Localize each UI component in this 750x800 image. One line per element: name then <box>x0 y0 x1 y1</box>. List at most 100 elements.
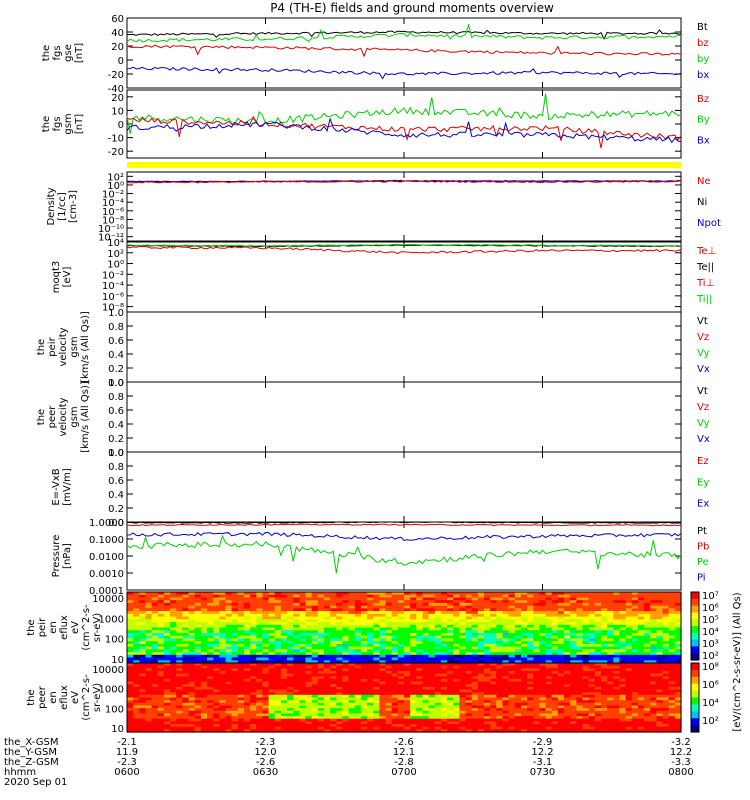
spectrogram-cell <box>668 616 676 620</box>
spectrogram-cell <box>274 622 282 626</box>
spectrogram-cell <box>533 665 541 669</box>
spectrogram-cell <box>200 663 208 667</box>
y-axis-label: [nPa] <box>62 543 73 569</box>
spectrogram-cell <box>133 708 140 712</box>
spectrogram-cell <box>145 649 153 653</box>
spectrogram-cell <box>373 668 380 672</box>
spectrogram-cell <box>625 652 633 656</box>
spectrogram-cell <box>397 668 405 672</box>
spectrogram-cell <box>551 668 559 672</box>
spectrogram-cell <box>576 692 584 696</box>
spectrogram-cell <box>496 592 504 596</box>
spectrogram-cell <box>354 705 362 709</box>
spectrogram-cell <box>330 676 337 680</box>
spectrogram-cell <box>330 700 337 704</box>
spectrogram-cell <box>176 697 183 701</box>
spectrogram-cell <box>127 602 134 607</box>
spectrogram-cell <box>385 729 393 733</box>
spectrogram-cell <box>459 619 467 623</box>
spectrogram-cell <box>607 646 614 650</box>
spectrogram-cell <box>582 708 590 712</box>
spectrogram-cell <box>662 654 670 659</box>
spectrogram-cell <box>268 643 276 648</box>
spectrogram-cell <box>207 600 214 604</box>
spectrogram-cell <box>360 692 368 696</box>
spectrogram-cell <box>453 624 460 629</box>
spectrogram-cell <box>139 633 147 637</box>
spectrogram-cell <box>213 724 220 728</box>
spectrogram-cell <box>459 635 467 639</box>
spectrogram-cell <box>170 705 177 709</box>
spectrogram-cell <box>656 697 664 701</box>
spectrogram-cell <box>625 708 633 712</box>
spectrogram-cell <box>237 663 245 667</box>
spectrogram-cell <box>157 681 165 685</box>
spectrogram-cell <box>157 724 165 728</box>
spectrogram-cell <box>545 681 553 685</box>
spectrogram-cell <box>127 605 134 609</box>
spectrogram-cell <box>527 605 534 609</box>
spectrogram-cell <box>662 594 670 598</box>
spectrogram-cell <box>440 657 448 661</box>
spectrogram-cell <box>404 600 411 604</box>
spectrogram-cell <box>410 646 417 650</box>
spectrogram-cell <box>231 602 239 607</box>
spectrogram-cell <box>311 638 319 642</box>
spectrogram-cell <box>619 605 627 609</box>
spectrogram-cell <box>163 684 171 688</box>
spectrogram-cell <box>404 646 411 650</box>
spectrogram-cell <box>194 641 202 645</box>
spectrogram-cell <box>311 726 319 730</box>
spectrogram-cell <box>127 608 134 612</box>
spectrogram-cell <box>570 641 577 645</box>
spectrogram-cell <box>373 597 380 601</box>
spectrogram-cell <box>416 619 424 623</box>
spectrogram-cell <box>447 705 454 709</box>
spectrogram-cell <box>299 681 307 685</box>
spectrogram-cell <box>674 616 682 620</box>
spectrogram-cell <box>490 716 497 720</box>
spectrogram-cell <box>422 697 430 701</box>
spectrogram-cell <box>188 622 196 626</box>
spectrogram-cell <box>545 729 553 733</box>
spectrogram-cell <box>527 702 534 707</box>
spectrogram-cell <box>133 654 140 659</box>
spectrogram-cell <box>656 605 664 609</box>
spectrogram-cell <box>324 684 331 688</box>
spectrogram-cell <box>311 692 319 696</box>
spectrogram-cell <box>237 724 245 728</box>
spectrogram-cell <box>434 660 442 664</box>
y-axis-label: gsm <box>63 113 74 134</box>
spectrogram-cell <box>200 705 208 709</box>
spectrogram-cell <box>564 635 571 639</box>
spectrogram-cell <box>367 718 374 722</box>
spectrogram-cell <box>588 594 596 598</box>
spectrogram-cell <box>397 729 405 733</box>
spectrogram-cell <box>613 624 621 629</box>
spectrogram-cell <box>570 689 577 693</box>
spectrogram-cell <box>139 665 147 669</box>
spectrogram-cell <box>231 705 239 709</box>
spectrogram-cell <box>607 710 614 715</box>
spectrogram-cell <box>268 718 276 722</box>
spectrogram-cell <box>151 708 159 712</box>
spectrogram-cell <box>637 649 645 653</box>
spectrogram-cell <box>453 616 460 620</box>
spectrogram-cell <box>502 708 510 712</box>
y-tick-label: 0.8 <box>108 322 124 333</box>
spectrogram-cell <box>213 713 220 717</box>
spectrogram-cell <box>188 686 196 691</box>
spectrogram-cell <box>231 713 239 717</box>
spectrogram-cell <box>373 635 380 639</box>
spectrogram-cell <box>404 605 411 609</box>
spectrogram-cell <box>625 624 633 629</box>
spectrogram-cell <box>188 594 196 598</box>
spectrogram-cell <box>127 665 134 669</box>
spectrogram-cell <box>268 641 276 645</box>
spectrogram-cell <box>373 713 380 717</box>
spectrogram-cell <box>539 721 547 725</box>
spectrogram-cell <box>539 716 547 720</box>
spectrogram-cell <box>348 633 356 637</box>
spectrogram-cell <box>557 654 565 659</box>
spectrogram-cell <box>656 597 664 601</box>
